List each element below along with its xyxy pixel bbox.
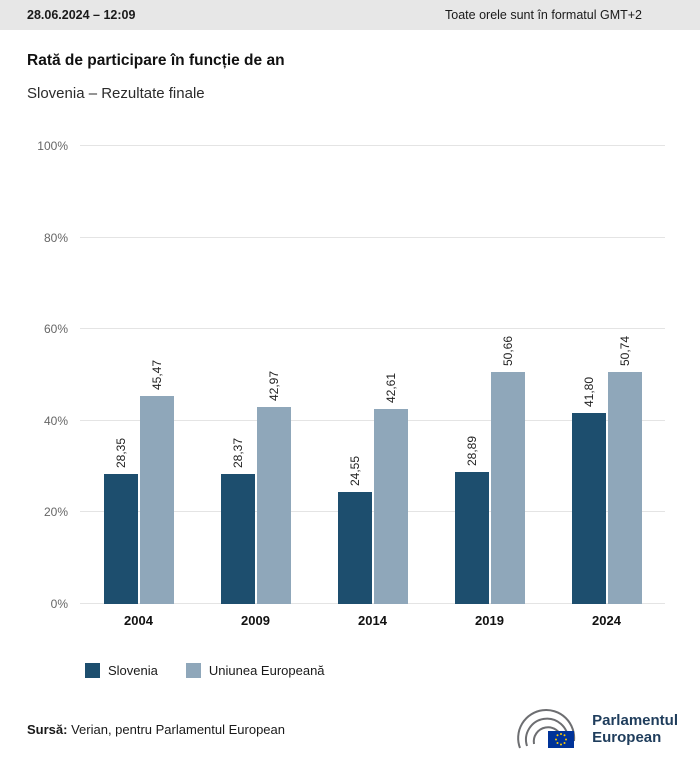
eu-flag — [548, 731, 575, 748]
bar-value-label: 24,55 — [347, 455, 362, 486]
bar-chart: 0% 20% 40% 60% 80% 100% 28,35 45,47 28,37 42,97 24… — [0, 139, 700, 678]
bar-slovenia-2004 — [103, 474, 138, 604]
page-subtitle: Slovenia – Rezultate finale — [27, 85, 205, 102]
bar-slovenia-2009 — [220, 474, 255, 604]
bar-column: 28,37 — [220, 146, 255, 604]
source-label: Sursă: — [27, 721, 68, 737]
bar-group-2019: 28,89 50,66 — [431, 146, 548, 604]
bar-value-label: 28,89 — [464, 435, 479, 466]
footer: Sursă: Verian, pentru Parlamentul Europe… — [0, 704, 700, 754]
bar-eu-2009 — [256, 407, 291, 604]
bar-column: 50,66 — [490, 146, 525, 604]
bar-group-2004: 28,35 45,47 — [80, 146, 197, 604]
source-note: Sursă: Verian, pentru Parlamentul Europe… — [27, 722, 285, 737]
legend-item-eu: Uniunea Europeană — [185, 663, 325, 678]
bar-column: 24,55 — [337, 146, 372, 604]
bar-value-label: 42,61 — [383, 372, 398, 403]
bar-eu-2024 — [607, 371, 642, 604]
bar-eu-2014 — [373, 408, 408, 604]
legend-label-slovenia: Slovenia — [108, 663, 158, 678]
ep-logo-text: Parlamentul European — [592, 712, 678, 747]
y-tick-label-20%: 20% — [43, 505, 68, 520]
bar-column: 42,97 — [256, 146, 291, 604]
header-datetime: 28.06.2024 – 12:09 — [27, 8, 136, 22]
bar-column: 45,47 — [139, 146, 174, 604]
page-title: Rată de participare în funcție de an — [27, 52, 285, 69]
y-tick-label-100%: 100% — [37, 139, 68, 153]
x-axis-label-2004: 2004 — [124, 613, 153, 628]
x-axis-labels: 2004 2009 2014 2019 2024 — [80, 613, 665, 633]
title-block: Rată de participare în funcție de an Slo… — [0, 30, 700, 102]
gridline-40% — [80, 419, 665, 421]
european-parliament-logo: Parlamentul European — [512, 704, 678, 754]
x-axis-label-2019: 2019 — [475, 613, 504, 628]
bar-slovenia-2024 — [571, 412, 606, 604]
ep-logo-line1: Parlamentul — [592, 711, 678, 729]
legend-swatch-slovenia — [85, 663, 100, 678]
bar-group-2014: 24,55 42,61 — [314, 146, 431, 604]
x-axis-label-2014: 2014 — [358, 613, 387, 628]
gridline-80% — [80, 236, 665, 238]
bar-column: 41,80 — [571, 146, 606, 604]
y-tick-label-40%: 40% — [43, 413, 68, 428]
bar-group-2009: 28,37 42,97 — [197, 146, 314, 604]
legend: Slovenia Uniunea Europeană — [85, 663, 700, 678]
bar-value-label: 45,47 — [149, 359, 164, 390]
header-timezone-note: Toate orele sunt în formatul GMT+2 — [445, 8, 642, 22]
bar-value-label: 42,97 — [266, 371, 281, 402]
source-text: Verian, pentru Parlamentul European — [67, 721, 285, 737]
bar-value-label: 28,35 — [113, 438, 128, 469]
legend-item-slovenia: Slovenia — [85, 663, 158, 678]
y-tick-label-60%: 60% — [43, 322, 68, 337]
ep-hemicycle-icon — [517, 709, 576, 749]
bar-column: 28,89 — [454, 146, 489, 604]
bar-eu-2004 — [139, 395, 174, 604]
header-bar: 28.06.2024 – 12:09 Toate orele sunt în f… — [0, 0, 700, 30]
bar-value-label: 50,66 — [500, 335, 515, 366]
legend-swatch-eu — [185, 663, 201, 678]
gridline-0% — [80, 603, 665, 604]
bar-eu-2019 — [490, 371, 525, 604]
bar-column: 28,35 — [103, 146, 138, 604]
gridline-100% — [80, 145, 665, 146]
y-tick-label-80%: 80% — [43, 230, 68, 245]
y-tick-label-0%: 0% — [50, 597, 68, 611]
bar-value-label: 28,37 — [230, 438, 245, 469]
bar-column: 50,74 — [607, 146, 642, 604]
bar-group-2024: 41,80 50,74 — [548, 146, 665, 604]
bar-slovenia-2014 — [337, 491, 372, 604]
ep-logo-line2: European — [592, 729, 662, 746]
x-axis-label-2024: 2024 — [592, 613, 621, 628]
bar-column: 42,61 — [373, 146, 408, 604]
gridline-20% — [80, 511, 665, 513]
bar-value-label: 50,74 — [617, 335, 632, 366]
plot-area: 0% 20% 40% 60% 80% 100% 28,35 45,47 28,37 42,97 24… — [37, 139, 665, 611]
bar-slovenia-2019 — [454, 471, 489, 604]
x-axis-label-2009: 2009 — [241, 613, 270, 628]
legend-label-eu: Uniunea Europeană — [208, 663, 325, 678]
gridline-60% — [80, 328, 665, 330]
bar-value-label: 41,80 — [581, 376, 596, 407]
